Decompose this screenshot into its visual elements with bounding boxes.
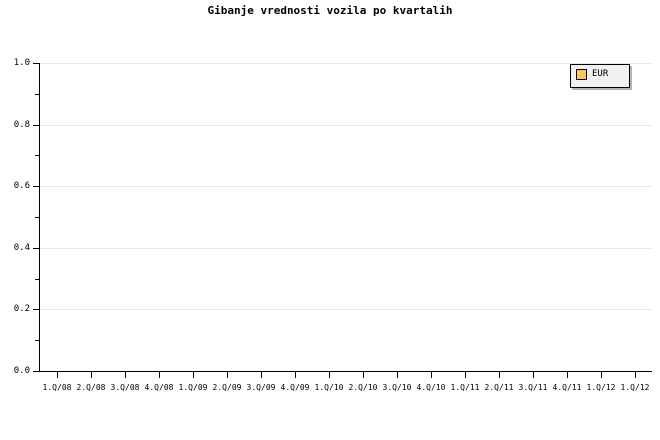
y-axis-tick-label: 0.4 bbox=[13, 243, 30, 253]
y-axis-tick-label: 0.6 bbox=[13, 181, 30, 191]
x-axis-tick bbox=[431, 372, 432, 378]
x-axis-tick bbox=[295, 372, 296, 378]
y-axis-tick bbox=[33, 125, 40, 126]
x-axis-tick-label: 1.Q/08 bbox=[42, 383, 72, 392]
plot-area bbox=[40, 63, 652, 371]
y-axis-tick bbox=[33, 186, 40, 187]
x-axis-tick bbox=[261, 372, 262, 378]
x-axis-tick bbox=[227, 372, 228, 378]
x-axis-tick bbox=[465, 372, 466, 378]
y-axis-tick bbox=[33, 248, 40, 249]
x-axis-tick bbox=[397, 372, 398, 378]
x-axis-tick-label: 1.Q/11 bbox=[450, 383, 480, 392]
gridline bbox=[40, 125, 652, 126]
x-axis-tick-label: 3.Q/09 bbox=[246, 383, 276, 392]
x-axis-tick-label: 2.Q/09 bbox=[212, 383, 242, 392]
x-axis-tick bbox=[91, 372, 92, 378]
x-axis-tick-label: 4.Q/11 bbox=[552, 383, 582, 392]
x-axis-tick-label: 3.Q/08 bbox=[110, 383, 140, 392]
x-axis-tick-label: 1.Q/12 bbox=[620, 383, 650, 392]
x-axis-tick-label: 1.Q/09 bbox=[178, 383, 208, 392]
x-axis-tick-label: 4.Q/08 bbox=[144, 383, 174, 392]
y-axis-tick-label: 1.0 bbox=[13, 58, 30, 68]
y-axis-tick bbox=[33, 63, 40, 64]
legend-entry-label: EUR bbox=[592, 69, 609, 79]
x-axis-tick-label: 3.Q/10 bbox=[382, 383, 412, 392]
x-axis-tick bbox=[533, 372, 534, 378]
x-axis-line bbox=[39, 371, 652, 372]
x-axis-tick bbox=[363, 372, 364, 378]
x-axis-tick-label: 3.Q/11 bbox=[518, 383, 548, 392]
x-axis-tick bbox=[635, 372, 636, 378]
y-axis-tick-label: 0.0 bbox=[13, 366, 30, 376]
y-axis-minor-tick bbox=[35, 340, 40, 341]
x-axis-tick bbox=[567, 372, 568, 378]
x-axis-tick bbox=[57, 372, 58, 378]
y-axis-line bbox=[39, 63, 40, 372]
gridline bbox=[40, 186, 652, 187]
x-axis-tick-label: 2.Q/08 bbox=[76, 383, 106, 392]
gridline bbox=[40, 248, 652, 249]
x-axis-tick-label: 1.Q/10 bbox=[314, 383, 344, 392]
legend-entry-eur[interactable]: EUR bbox=[576, 69, 608, 80]
x-axis-tick bbox=[329, 372, 330, 378]
y-axis-minor-tick bbox=[35, 155, 40, 156]
y-axis-minor-tick bbox=[35, 279, 40, 280]
y-axis-tick-label: 0.2 bbox=[13, 304, 30, 314]
x-axis-tick-label: 2.Q/11 bbox=[484, 383, 514, 392]
chart-title: Gibanje vrednosti vozila po kvartalih bbox=[207, 4, 453, 17]
y-axis-tick bbox=[33, 371, 40, 372]
legend-color-swatch-icon bbox=[576, 69, 587, 80]
x-axis-tick-label: 2.Q/10 bbox=[348, 383, 378, 392]
gridline bbox=[40, 63, 652, 64]
x-axis-tick bbox=[193, 372, 194, 378]
gridline bbox=[40, 309, 652, 310]
x-axis-tick bbox=[125, 372, 126, 378]
x-axis-tick-label: 1.Q/12 bbox=[586, 383, 616, 392]
chart-legend[interactable]: EUR bbox=[570, 64, 630, 88]
y-axis-minor-tick bbox=[35, 94, 40, 95]
y-axis-tick bbox=[33, 309, 40, 310]
x-axis-tick bbox=[499, 372, 500, 378]
x-axis-tick bbox=[601, 372, 602, 378]
y-axis-minor-tick bbox=[35, 217, 40, 218]
x-axis-tick-label: 4.Q/09 bbox=[280, 383, 310, 392]
x-axis-tick-label: 4.Q/10 bbox=[416, 383, 446, 392]
x-axis-tick bbox=[159, 372, 160, 378]
y-axis-tick-label: 0.8 bbox=[13, 120, 30, 130]
